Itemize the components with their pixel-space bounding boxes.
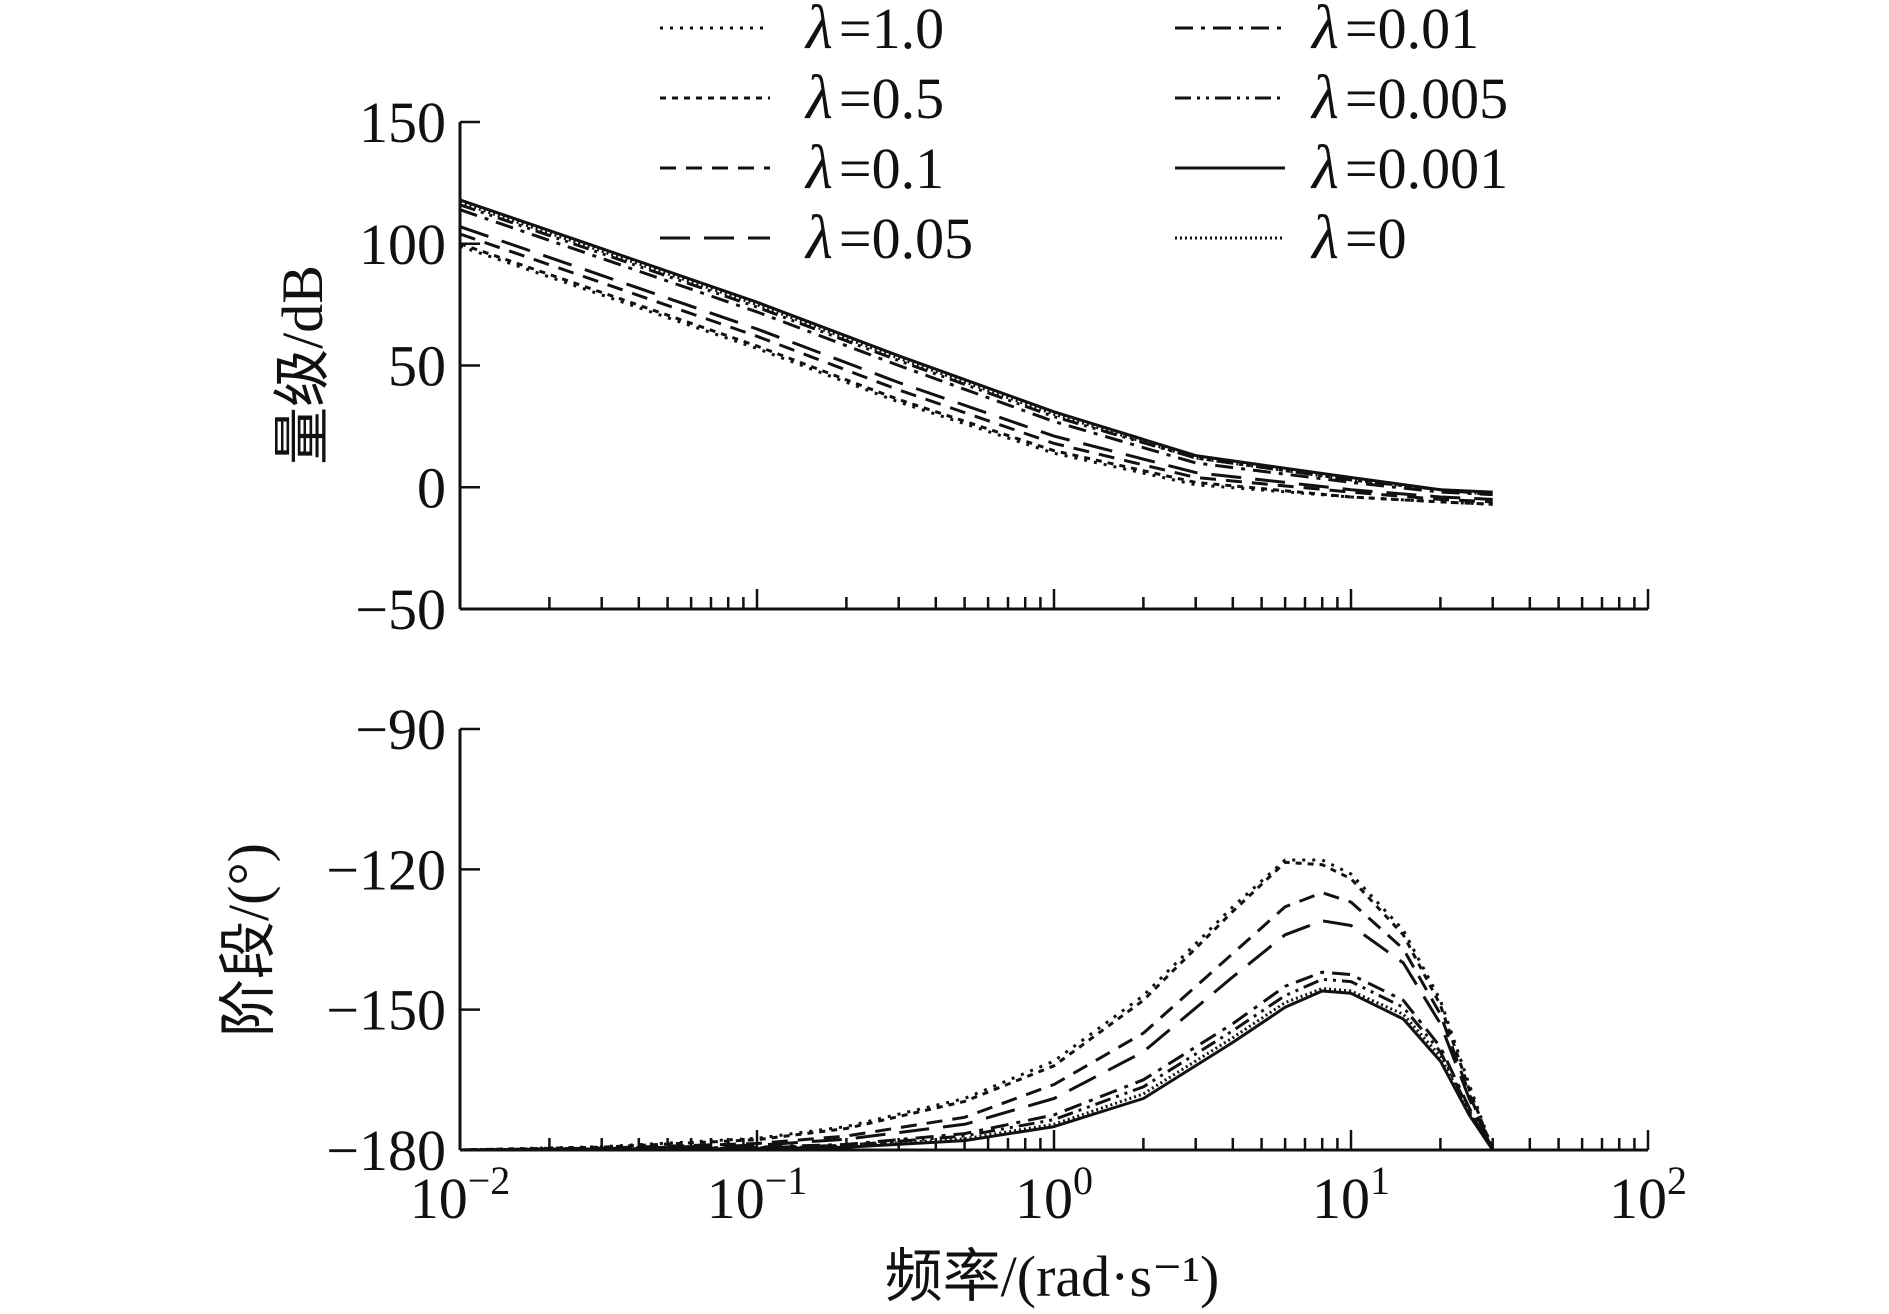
mag-series-line (459, 232, 1493, 504)
phase-y-tick-label: −90 (355, 697, 446, 762)
phase-y-label: 阶段/(°) (216, 843, 281, 1037)
phase-series-line (459, 919, 1495, 1152)
mag-series-line (459, 200, 1493, 497)
phase-y-tick-label: −150 (326, 978, 446, 1043)
legend-label: λ =0.005 (1310, 64, 1508, 132)
phase-x-tick-label: 10−2 (410, 1158, 511, 1231)
mag-y-tick-label: 100 (359, 212, 446, 277)
mag-series-line (459, 208, 1493, 497)
mag-y-tick-label: 50 (388, 334, 446, 399)
mag-y-label: 量级/dB (270, 265, 335, 465)
mag-series-line (459, 244, 1493, 506)
legend-label: λ =0 (1310, 204, 1407, 272)
phase-series-line (459, 891, 1495, 1152)
phase-y-tick-label: −120 (326, 837, 446, 902)
legend-label: λ =0.05 (804, 204, 973, 272)
phase-series-line (459, 858, 1495, 1152)
mag-series-line (459, 225, 1493, 501)
legend-label: λ =0.01 (1310, 0, 1479, 62)
phase-panel: −90 −120 −150 −180 10−2 10−1 100 101 102 阶段/(°)… (216, 697, 1687, 1309)
phase-x-tick-label: 102 (1609, 1158, 1687, 1231)
mag-y-tick-label: −50 (355, 577, 446, 642)
legend-label: λ =0.5 (804, 64, 944, 132)
phase-series-line (459, 970, 1495, 1152)
phase-series-line (459, 977, 1494, 1152)
magnitude-panel: 150 100 50 0 −50 量级/dB (270, 90, 1650, 642)
legend-label: λ =1.0 (804, 0, 944, 62)
mag-y-tick-label: 0 (417, 455, 446, 520)
phase-series-line (459, 987, 1494, 1152)
phase-series-line (459, 989, 1494, 1152)
phase-x-tick-label: 10−1 (707, 1158, 808, 1231)
mag-y-tick-label: 150 (359, 90, 446, 155)
phase-series-line (459, 860, 1495, 1152)
legend-label: λ =0.1 (804, 134, 944, 202)
phase-x-label: 频率/(rad·s⁻¹) (885, 1244, 1220, 1309)
phase-x-tick-label: 100 (1015, 1158, 1093, 1231)
legend-label: λ =0.001 (1310, 134, 1508, 202)
phase-y-tick-label: −180 (326, 1118, 446, 1183)
phase-x-tick-label: 101 (1312, 1158, 1390, 1231)
mag-series-line (459, 203, 1493, 497)
mag-series-line (459, 242, 1493, 506)
